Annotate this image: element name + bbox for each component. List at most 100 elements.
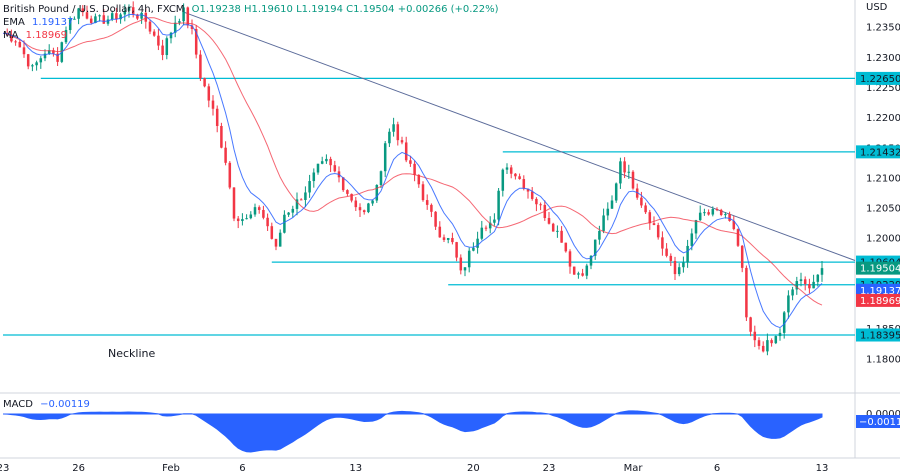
candle-body [325,158,328,162]
candle-body [434,211,437,227]
macd-area [2,410,823,453]
candle-body [577,273,580,275]
candle-body [711,209,715,215]
candle-body [728,214,731,221]
price-badge-ema [856,283,900,297]
y-tick-label: 1.2000 [866,234,900,245]
y-tick-label: 1.2050 [866,204,900,215]
candle-body [812,281,815,289]
candle-body [644,205,647,213]
candle-body [732,220,736,230]
candle-body [514,173,517,177]
candle-body [295,199,299,209]
x-tick-label: Mar [624,463,644,474]
candle-body [673,260,677,275]
x-tick-label: 6 [239,463,245,474]
candle-body [614,183,618,201]
candle-body [85,12,89,19]
candle-body [346,190,349,194]
candle-body [131,7,135,15]
candle-body [522,179,526,189]
candle-body [551,223,555,232]
candle-body [119,14,122,20]
x-tick-label: 26 [72,463,85,474]
candle-body [262,209,265,218]
candle-body [724,214,727,216]
candle-body [89,18,93,23]
candle-body [148,21,152,32]
candle-body [598,230,601,240]
candle-body [661,237,664,249]
candle-body [740,245,744,268]
candle-body [94,16,97,23]
candle-body [312,172,316,182]
candle-body [31,65,34,67]
x-tick-label: 23 [543,463,556,474]
candle-body [795,281,799,290]
candle-body [203,78,206,87]
candle-body [379,171,383,186]
candle-body [98,15,101,17]
candle-body [770,340,773,344]
price-badge-label: 1.22650 [860,74,900,85]
candle-body [451,237,454,243]
candle-body [64,30,68,43]
trendline [183,11,856,261]
candle-body [467,250,471,268]
candle-body [144,12,148,22]
candle-body [648,212,652,224]
candle-body [308,181,311,193]
legend-ma-label: MA [3,30,19,41]
y-tick-label: 1.2200 [866,113,900,124]
candle-body [371,200,374,204]
candle-body [68,19,72,31]
candle-body [383,143,387,172]
candle-body [556,230,559,232]
candle-body [799,279,803,282]
legend-ema-row: EMA 1.19137 [3,17,77,29]
legend-ohlc: O1.19238 H1.19610 L1.19194 C1.19504 +0.0… [191,4,499,15]
candle-body [169,32,173,39]
y-tick-label: 1.2300 [866,53,900,64]
candle-body [631,171,635,189]
y-tick-label: 1.2250 [866,83,900,94]
candle-body [715,209,719,211]
candle-body [488,222,492,229]
candle-body [81,8,85,13]
candle-body [581,273,584,276]
candle-body [677,267,681,275]
price-badge-label: 1.21432 [860,147,900,158]
candle-body [396,124,400,141]
legend-macd-row: MACD −0.00119 [3,399,94,411]
candle-body [782,312,786,333]
legend-ma-value: 1.18969 [25,30,68,41]
candle-body [299,199,303,201]
candle-body [757,340,761,346]
candle-body [484,227,488,229]
candle-body [761,345,765,352]
candle-body [425,200,429,205]
candle-body [270,226,274,239]
legend-ma-row: MA 1.18969 [3,30,71,42]
x-tick-label: 13 [816,463,829,474]
candle-body [404,142,408,161]
candle-body [22,47,26,55]
candle-body [341,177,345,191]
candle-body [585,265,589,276]
candle-body [388,131,391,144]
candle-body [316,163,320,173]
candle-body [329,158,332,166]
candle-body [245,218,248,220]
legend-ema-value: 1.19137 [31,17,74,28]
candle-body [778,332,782,337]
price-badge-ma [856,293,900,307]
legend-ema-label: EMA [3,17,25,28]
candle-body [249,214,253,219]
candle-body [421,184,425,201]
x-tick-label: 13 [349,463,362,474]
candle-body [362,210,366,213]
candle-body [182,7,185,22]
price-badge-label: 1.18395 [860,331,900,342]
candle-body [694,220,698,234]
